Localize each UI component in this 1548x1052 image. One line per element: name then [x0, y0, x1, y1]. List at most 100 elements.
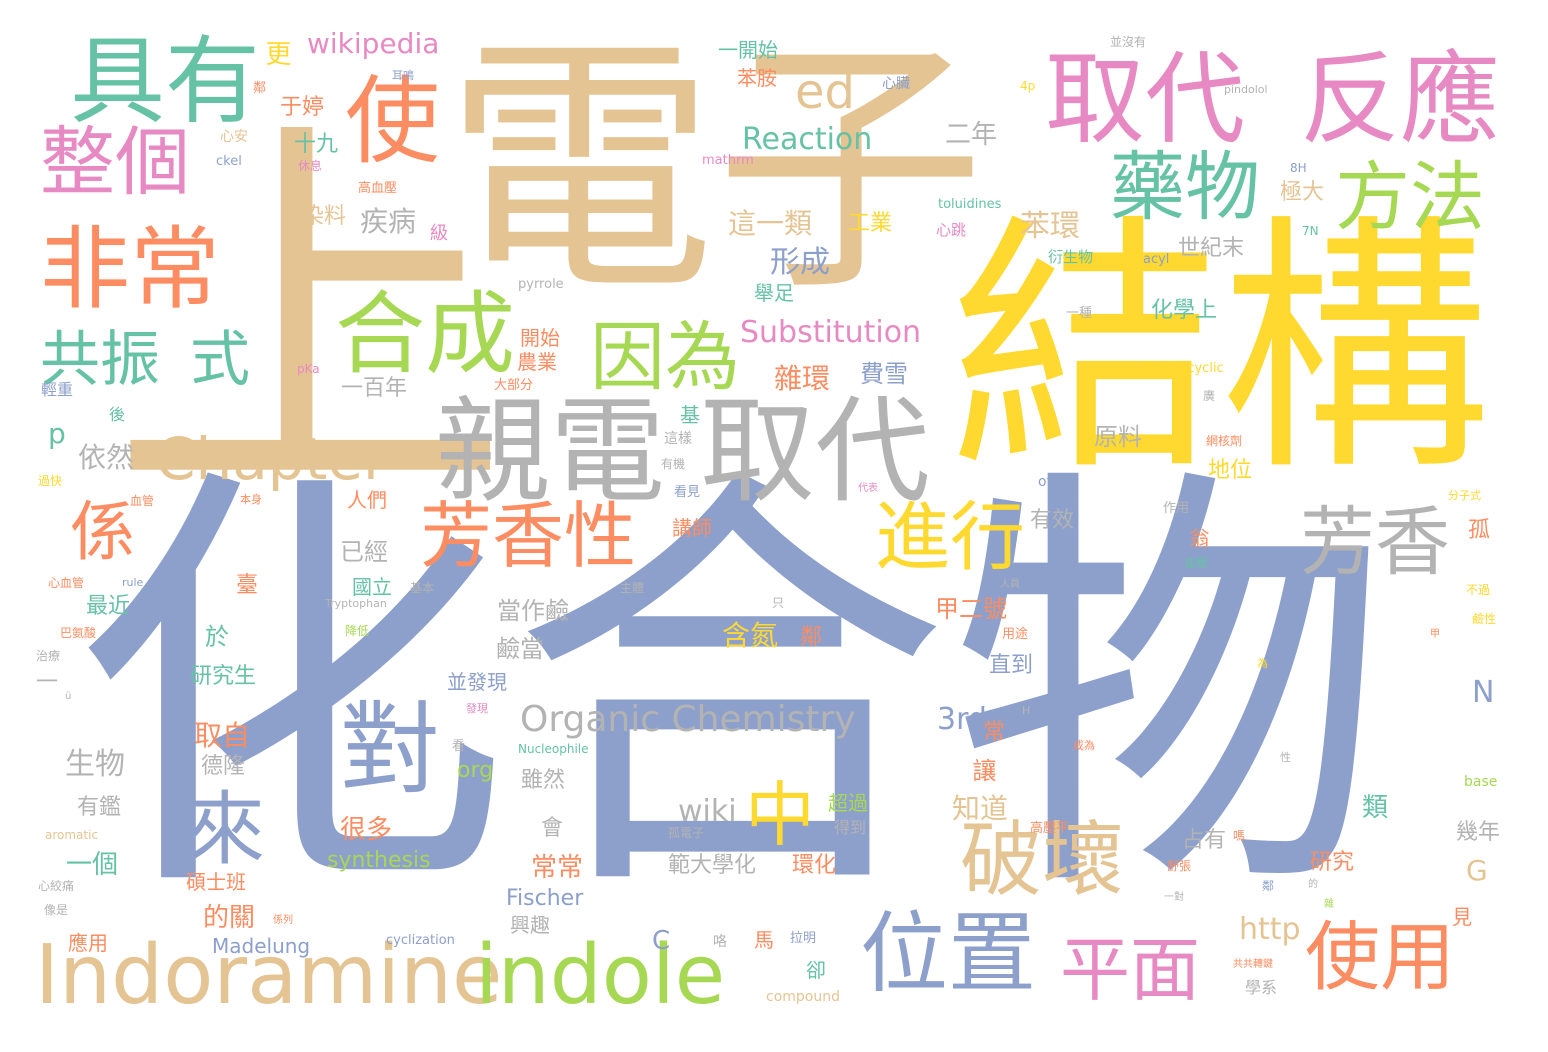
word-cjk-168: 研究	[1310, 850, 1355, 875]
word-cjk-66: 世紀末	[1178, 236, 1245, 261]
word-cjk-130: 直到	[989, 653, 1034, 678]
word-madelung-182: Madelung	[212, 934, 311, 958]
word-cjk-169: 心絞痛	[38, 879, 75, 893]
word-cjk-9: 芳香性	[420, 494, 637, 578]
word-cjk-122: 鹼當	[496, 635, 544, 663]
word-aromatic-159: aromatic	[45, 828, 99, 842]
word-base-152: base	[1464, 774, 1498, 790]
word-pindolol-50: pindolol	[1224, 83, 1268, 96]
word-cjk-97: 看見	[674, 485, 701, 500]
word-cjk-120: 降低	[345, 624, 370, 638]
word-cjk-165: 常常	[531, 853, 584, 883]
word-cjk-95: 人們	[347, 488, 387, 512]
word-4p-49: 4p	[1020, 79, 1036, 93]
word-cjk-104: 孤	[1468, 518, 1491, 543]
word-cjk-56: 級	[430, 223, 448, 244]
word-cjk-52: 耳鳴	[392, 69, 414, 82]
word-cjk-1: 電子	[445, 12, 985, 327]
word-cjk-127: 鄰	[800, 625, 823, 650]
word-cjk-142: 成為	[1073, 739, 1095, 752]
word-cjk-23: 係	[70, 495, 136, 570]
word-cjk-74: 化學上	[1151, 298, 1218, 323]
word-cjk-72: 農業	[517, 350, 557, 374]
word-8h-63: 8H	[1290, 161, 1307, 175]
word-org-145: org	[457, 758, 494, 783]
word-cjk-57: 這一類	[728, 207, 813, 240]
word-cjk-116: 不過	[1466, 583, 1491, 597]
word-cjk-37: 更	[261, 40, 291, 66]
word-cjk-31: 使用	[1305, 913, 1456, 1001]
word-cjk-190: 一對	[1164, 892, 1184, 903]
word-cjk-99: 已經	[340, 538, 388, 566]
word-cjk-25: 來	[185, 783, 265, 876]
word-of-92: of	[1038, 474, 1052, 490]
word-cjk-47: 二年	[945, 120, 998, 150]
word-wiki-150: wiki	[678, 794, 737, 829]
word-cjk-94: 血管	[130, 494, 155, 508]
word-cjk-105: 分子式	[1448, 489, 1481, 502]
word-cjk-3: 結構	[950, 192, 1490, 507]
word-cjk-30: 平面	[1060, 929, 1200, 1011]
word-cjk-54: 染料	[302, 204, 347, 229]
word-ed-32: ed	[795, 64, 855, 120]
word-cjk-38: 一開始	[718, 38, 778, 62]
word-compound-189: compound	[766, 989, 840, 1005]
word-cjk-53: 鄰	[253, 81, 267, 96]
word-cjk-158: 幾年	[1456, 820, 1501, 845]
word-cjk-88: 有機	[661, 457, 686, 471]
word-cjk-157: 類	[1362, 793, 1389, 823]
word-cjk-17: 因為	[590, 313, 741, 401]
word-cjk-133: 一	[36, 670, 59, 695]
word-cjk-27: 破壞	[960, 813, 1125, 908]
word-cjk-19: 方法	[1335, 153, 1486, 241]
word-cjk-167: 環化	[792, 853, 837, 878]
word-cjk-192: 鄰	[1262, 879, 1275, 893]
word-cjk-13: 非常	[40, 217, 220, 322]
word-reaction-35: Reaction	[742, 122, 873, 157]
word-http-187: http	[1239, 912, 1301, 947]
word-cjk-140: 看	[452, 739, 466, 754]
word-g-173: G	[1466, 854, 1488, 887]
word-cjk-144: 德隆	[201, 754, 246, 779]
word-cjk-108: 最近	[86, 594, 131, 619]
word-cjk-185: 馬	[754, 928, 774, 952]
word-cjk-62: 極大	[1280, 180, 1325, 205]
word-cjk-155: 超過	[828, 791, 868, 815]
word-cjk-61: 苯環	[1020, 209, 1080, 244]
word-cjk-177: 見	[1452, 905, 1472, 929]
word-cjk-77: 大部分	[494, 378, 534, 393]
word-cjk-0: 化合物	[70, 434, 1390, 946]
word-cjk-137: 常	[983, 720, 1006, 745]
word-cjk-12: 具有	[70, 27, 261, 137]
word-cjk-178: 興趣	[510, 913, 550, 937]
word-cjk-123: 用途	[1002, 627, 1029, 642]
word-indole-7: indole	[475, 928, 726, 1023]
word-toluidines-60: toluidines	[938, 197, 1002, 212]
word-cjk-100: 講師	[672, 516, 712, 540]
word-cjk-28: 芳香	[1300, 498, 1451, 586]
word-cjk-24: 對	[340, 691, 440, 808]
word-cjk-90: 網核劑	[1206, 434, 1243, 448]
word-cjk-156: 得到	[834, 818, 867, 837]
word-cjk-126: 含氮	[722, 619, 779, 652]
word-cjk-163: 一個	[66, 850, 119, 880]
word-cjk-128: 研究生	[190, 664, 257, 689]
word-cjk-115: 血壓	[1184, 556, 1209, 570]
word-cjk-42: 心安	[220, 129, 248, 145]
word-cjk-125: 治療	[36, 649, 61, 663]
word-cjk-147: 讓	[968, 758, 996, 782]
word-cjk-170: 碩士班	[186, 870, 246, 894]
word-cjk-191: 共共轉鍵	[1233, 959, 1273, 970]
word-cjk-196: 人員	[1000, 579, 1020, 590]
word-cjk-85: 基	[680, 403, 700, 427]
word-cjk-106: 心血管	[48, 576, 85, 590]
word-synthesis-164: synthesis	[327, 848, 431, 873]
word-rule-107: rule	[122, 576, 144, 589]
word-cjk-194: 的	[1308, 879, 1318, 890]
word-cjk-58: 工業	[848, 211, 893, 236]
word-cjk-69: 舉足	[754, 281, 794, 305]
word-cjk-101: 有效	[1030, 508, 1075, 533]
word-cjk-41: 于婷	[280, 95, 325, 120]
word-organic-chemistry-33: Organic Chemistry	[520, 699, 856, 740]
